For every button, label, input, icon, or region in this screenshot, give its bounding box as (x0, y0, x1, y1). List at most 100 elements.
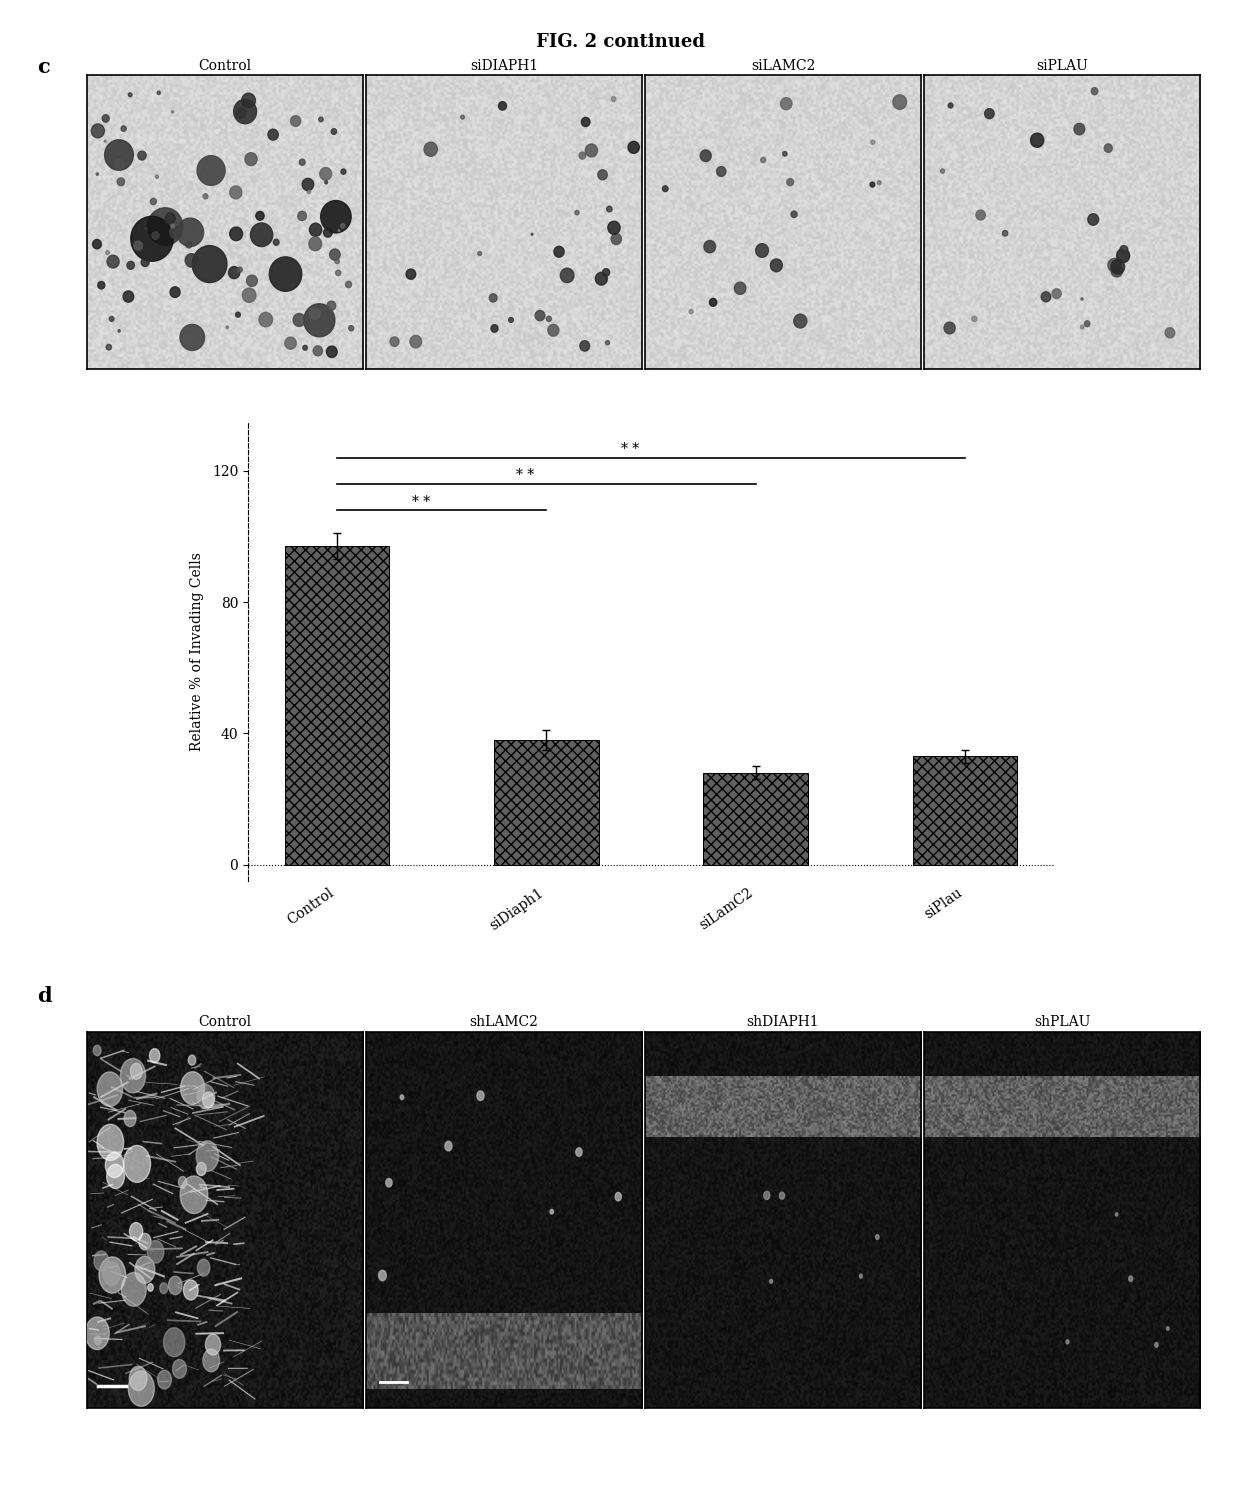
Circle shape (123, 291, 134, 303)
Circle shape (791, 211, 797, 217)
Circle shape (1030, 133, 1044, 148)
Circle shape (1081, 298, 1084, 300)
Circle shape (582, 117, 590, 127)
Circle shape (128, 1370, 154, 1407)
Circle shape (153, 232, 159, 239)
Circle shape (255, 211, 264, 220)
Circle shape (164, 1328, 185, 1357)
Circle shape (109, 316, 114, 321)
Circle shape (760, 157, 766, 163)
Circle shape (126, 262, 134, 270)
Circle shape (1154, 1342, 1158, 1348)
Circle shape (701, 151, 712, 161)
Circle shape (1123, 247, 1126, 250)
Circle shape (717, 167, 725, 176)
Circle shape (606, 206, 613, 212)
Circle shape (859, 1274, 862, 1279)
Circle shape (1111, 265, 1122, 277)
Circle shape (536, 310, 544, 321)
Text: c: c (37, 57, 50, 77)
Circle shape (268, 130, 278, 140)
Circle shape (285, 337, 296, 349)
Circle shape (780, 1193, 785, 1199)
Circle shape (180, 324, 205, 351)
Circle shape (165, 212, 176, 224)
Circle shape (202, 1092, 215, 1108)
Circle shape (944, 322, 955, 334)
Circle shape (184, 1280, 198, 1300)
Circle shape (196, 1163, 206, 1176)
Circle shape (445, 1142, 453, 1151)
Circle shape (1091, 87, 1097, 95)
Circle shape (242, 93, 255, 108)
Circle shape (157, 92, 160, 95)
Circle shape (120, 1059, 145, 1093)
Circle shape (662, 185, 668, 191)
Circle shape (247, 276, 258, 286)
Bar (703, 773, 808, 864)
Circle shape (770, 259, 782, 271)
Circle shape (870, 182, 874, 187)
Title: siPLAU: siPLAU (1037, 59, 1087, 72)
Circle shape (171, 224, 175, 227)
Circle shape (180, 1176, 208, 1214)
Circle shape (611, 233, 621, 244)
Circle shape (124, 1110, 136, 1126)
Circle shape (893, 95, 906, 110)
Circle shape (320, 167, 332, 181)
Circle shape (134, 241, 143, 250)
Circle shape (186, 241, 192, 248)
Circle shape (1104, 145, 1112, 152)
Circle shape (580, 340, 590, 351)
Circle shape (192, 245, 227, 283)
Circle shape (611, 96, 616, 101)
Circle shape (335, 259, 340, 264)
Circle shape (491, 325, 498, 333)
Circle shape (196, 1140, 218, 1172)
Circle shape (170, 286, 180, 298)
Title: shLAMC2: shLAMC2 (470, 1015, 538, 1029)
Circle shape (949, 102, 952, 108)
Text: FIG. 2 continued: FIG. 2 continued (536, 33, 704, 51)
Circle shape (157, 1370, 171, 1389)
Circle shape (782, 152, 787, 157)
Circle shape (259, 312, 273, 327)
Circle shape (228, 267, 239, 279)
Circle shape (226, 327, 228, 328)
Circle shape (250, 223, 273, 247)
Circle shape (93, 1045, 100, 1056)
Circle shape (1042, 292, 1050, 301)
Circle shape (177, 218, 203, 247)
Circle shape (461, 114, 465, 119)
Circle shape (1052, 289, 1061, 298)
Circle shape (1120, 245, 1128, 255)
Circle shape (150, 1048, 160, 1063)
Circle shape (972, 316, 977, 321)
Circle shape (615, 1193, 621, 1200)
Circle shape (985, 108, 994, 119)
Circle shape (246, 152, 257, 166)
Circle shape (424, 142, 438, 157)
Circle shape (104, 140, 134, 170)
Circle shape (1080, 325, 1084, 328)
Circle shape (97, 1125, 124, 1161)
Circle shape (86, 1316, 109, 1349)
Circle shape (548, 324, 559, 336)
Circle shape (130, 1063, 143, 1080)
Text: * *: * * (412, 494, 430, 509)
Bar (285, 547, 389, 864)
Circle shape (770, 1279, 773, 1283)
Circle shape (579, 152, 585, 160)
Circle shape (1087, 214, 1099, 226)
Circle shape (547, 316, 552, 321)
Circle shape (155, 175, 159, 178)
Circle shape (94, 1336, 102, 1345)
Circle shape (269, 258, 301, 291)
Circle shape (170, 226, 181, 238)
Title: shDIAPH1: shDIAPH1 (746, 1015, 820, 1029)
Circle shape (197, 155, 226, 185)
Circle shape (327, 301, 336, 310)
Circle shape (1085, 321, 1090, 327)
Circle shape (308, 190, 311, 194)
Circle shape (105, 250, 109, 255)
